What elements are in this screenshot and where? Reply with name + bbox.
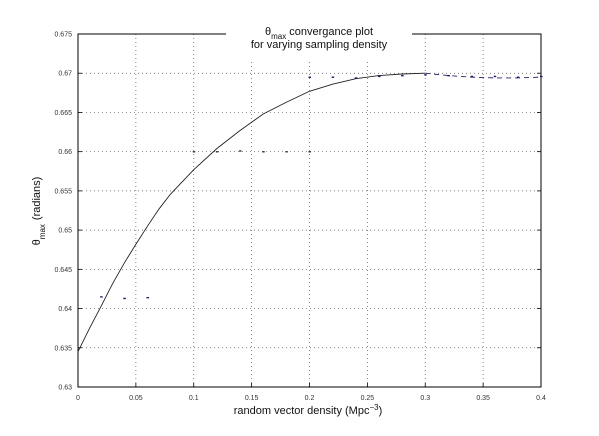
- x-axis-label-close: ): [379, 405, 383, 417]
- y-tick-label: 0.65: [58, 228, 72, 235]
- data-point: [331, 76, 335, 78]
- y-axis-label-theta: θ: [31, 239, 43, 245]
- series-line-dashed: [425, 72, 542, 79]
- y-tick-label: 0.675: [54, 32, 72, 39]
- data-point: [308, 76, 311, 78]
- data-point: [239, 150, 242, 152]
- x-tick-label: 0.15: [245, 395, 259, 402]
- data-point: [262, 151, 265, 153]
- data-series: [77, 72, 543, 352]
- x-axis-label-superscript: −3: [369, 403, 379, 412]
- y-axis-label-units: (radians): [31, 177, 43, 220]
- data-point: [215, 151, 219, 153]
- x-tick-label: 0.2: [305, 395, 315, 402]
- x-tick-label: 0.05: [129, 395, 143, 402]
- x-tick-label: 0.4: [536, 395, 546, 402]
- y-tick-label: 0.63: [58, 385, 72, 392]
- data-point: [470, 75, 474, 78]
- data-point: [146, 296, 149, 299]
- x-tick-label: 0.1: [189, 395, 199, 402]
- y-tick-label: 0.655: [54, 188, 72, 195]
- data-point: [100, 296, 103, 298]
- x-tick-label: 0.3: [420, 395, 430, 402]
- x-axis-label: random vector density (Mpc−3): [234, 403, 383, 417]
- title-theta-subscript: max: [271, 32, 286, 41]
- y-axis-ticks: 0.63 0.635 0.64 0.645 0.65 0.655 0.66 0.665 0.67…: [54, 32, 541, 392]
- x-tick-label: 0: [76, 395, 80, 402]
- y-axis-label: θmax (radians): [31, 177, 47, 246]
- y-axis-label-subscript: max: [38, 224, 47, 239]
- data-point: [123, 297, 126, 300]
- y-tick-label: 0.635: [54, 345, 72, 352]
- data-point: [447, 74, 450, 77]
- data-point: [516, 76, 520, 78]
- data-point: [377, 75, 381, 78]
- y-tick-label: 0.645: [54, 267, 72, 274]
- chart-title-line1: θmax convergance plot: [265, 26, 373, 41]
- y-tick-label: 0.67: [58, 71, 72, 78]
- x-tick-label: 0.25: [361, 395, 375, 402]
- x-tick-label: 0.35: [476, 395, 490, 402]
- data-point: [308, 151, 311, 153]
- title-main-text: convergance plot: [286, 26, 373, 38]
- data-point: [493, 75, 497, 78]
- title-theta-symbol: θ: [265, 26, 271, 38]
- x-axis-label-text: random vector density (Mpc: [234, 405, 370, 417]
- x-axis-ticks: 0 0.05 0.1 0.15 0.2 0.25 0.3 0.35 0.4: [76, 383, 546, 402]
- grid-lines: [78, 34, 541, 387]
- title-background: [226, 20, 412, 60]
- data-point: [401, 74, 404, 77]
- data-point: [540, 75, 543, 78]
- y-tick-label: 0.64: [58, 306, 72, 313]
- y-tick-label: 0.665: [54, 110, 72, 117]
- data-point: [354, 77, 358, 79]
- data-point: [285, 151, 288, 153]
- data-point: [192, 151, 196, 153]
- y-tick-label: 0.66: [58, 149, 72, 156]
- data-point: [424, 74, 427, 76]
- chart-title-line2: for varying sampling density: [251, 39, 388, 51]
- series-line: [77, 72, 426, 352]
